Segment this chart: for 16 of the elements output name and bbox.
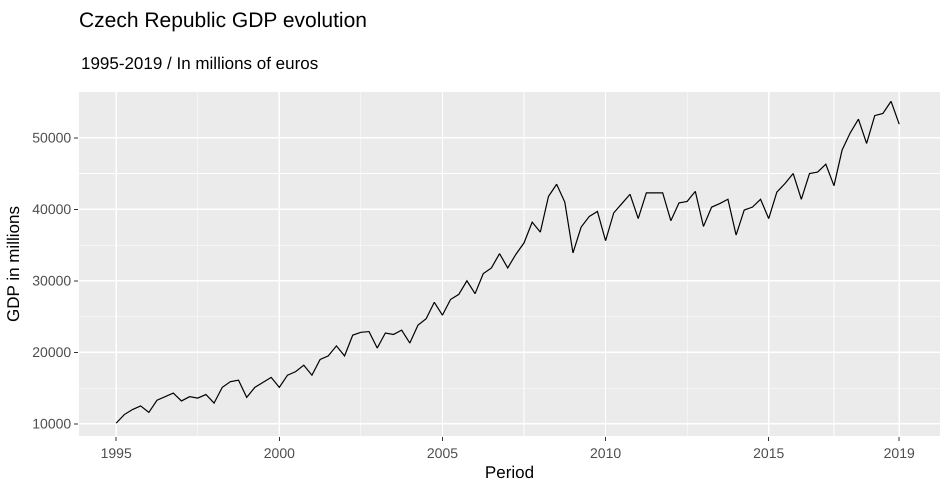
y-tick-label: 40000 [32, 201, 72, 218]
x-tick-label: 1995 [100, 444, 132, 461]
y-axis-title: GDP in millions [4, 206, 23, 322]
x-tick-label: 2000 [264, 444, 296, 461]
chart-subtitle: 1995-2019 / In millions of euros [81, 54, 318, 73]
x-tick-label: 2010 [590, 444, 622, 461]
x-axis-title: Period [484, 463, 534, 482]
chart-title: Czech Republic GDP evolution [79, 9, 367, 32]
x-tick-label: 2005 [426, 444, 458, 461]
y-tick-label: 30000 [32, 272, 72, 289]
y-tick-label: 20000 [32, 344, 72, 360]
y-tick-label: 10000 [32, 416, 72, 432]
y-tick-label: 50000 [32, 130, 72, 146]
line-series [116, 100, 900, 424]
x-tick-label: 2019 [884, 444, 915, 461]
x-tick-label: 2015 [753, 444, 784, 461]
